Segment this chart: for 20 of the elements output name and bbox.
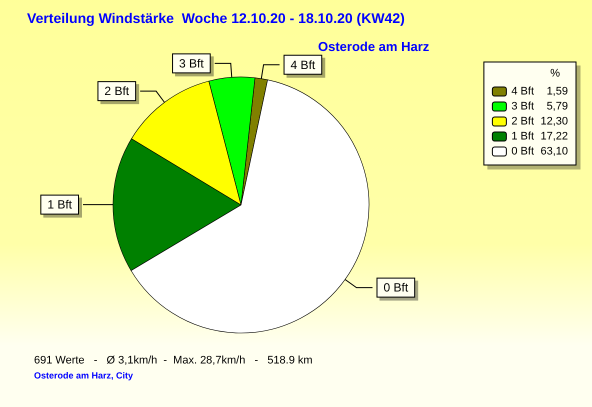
legend-label: 2 Bft [511, 116, 534, 128]
slice-label: 3 Bft [179, 56, 204, 70]
legend-label: 4 Bft [511, 86, 534, 98]
data-label: 1,59 [546, 86, 568, 98]
data-label: 5,79 [546, 100, 568, 112]
chart-subtitle: Osterode am Harz [318, 39, 430, 54]
slice-label: 2 Bft [104, 84, 130, 98]
text: 691 Werte - Ø 3,1km/h - Max. 28,7km/h - 518.9 km [34, 354, 313, 366]
legend-label: 1 Bft [511, 130, 534, 142]
legend-label: 3 Bft [511, 100, 534, 112]
slice-label: 4 Bft [290, 58, 316, 72]
data-label: 17,22 [540, 130, 568, 142]
slice-label: 1 Bft [47, 198, 73, 212]
data-label: 12,30 [540, 116, 568, 128]
slice-label: 0 Bft [383, 280, 409, 295]
data-label: 63,10 [540, 146, 568, 158]
chart-title: Verteilung Windstärke Woche 12.10.20 - 18.10.20 (KW42) [27, 10, 405, 26]
text: Osterode am Harz, City [34, 370, 134, 380]
legend-label: 0 Bft [511, 146, 534, 158]
legend-title: % [550, 68, 560, 80]
